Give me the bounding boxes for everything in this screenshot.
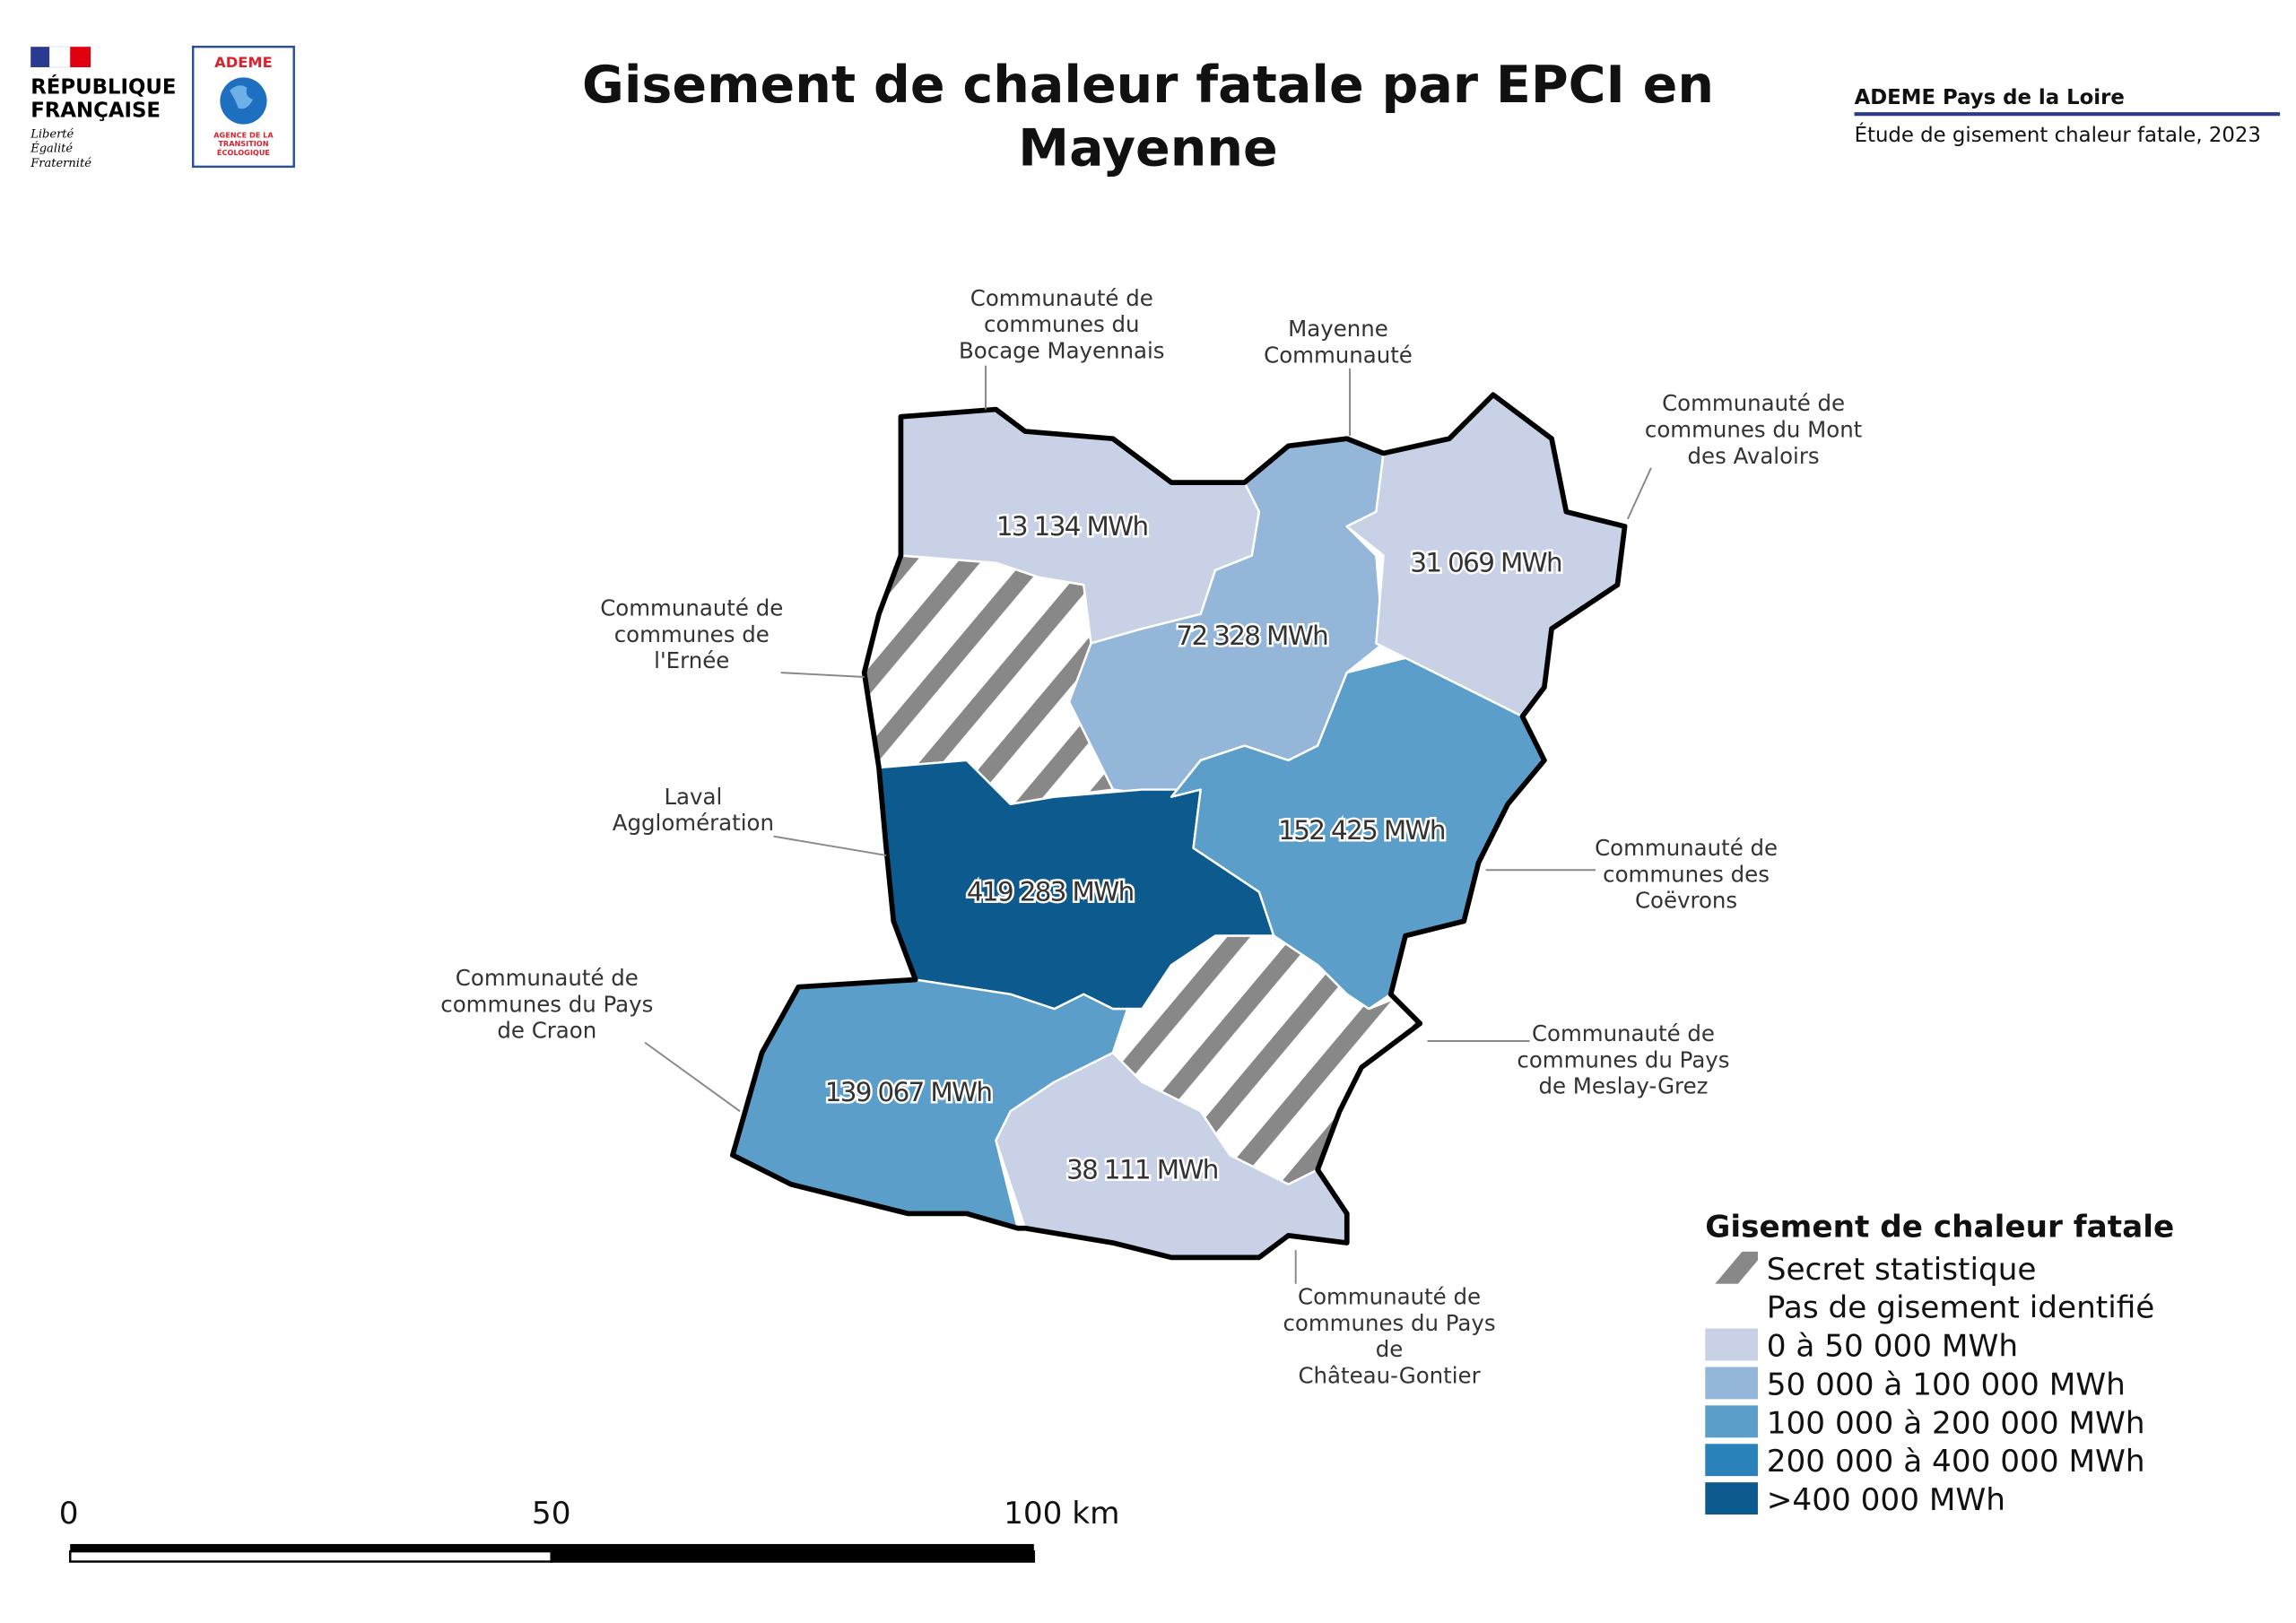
region-name: Communauté de — [1532, 1020, 1715, 1046]
region-name: communes du Pays — [1283, 1310, 1496, 1336]
legend: Gisement de chaleur fatale Secret statis… — [1705, 1210, 2174, 1518]
region-name: Communauté de — [970, 285, 1153, 311]
region-name: Communauté de — [456, 965, 639, 991]
legend-label: Secret statistique — [1767, 1252, 2037, 1288]
region-name: Agglomération — [613, 810, 774, 836]
leader-lines — [644, 365, 1652, 1284]
region-name: Communauté — [1264, 342, 1413, 368]
region-name: Communauté de — [1298, 1284, 1481, 1310]
legend-swatch — [1705, 1367, 1758, 1400]
region-name: de Craon — [497, 1018, 596, 1044]
region-name: Communauté de — [1662, 390, 1845, 416]
region-name: Coëvrons — [1635, 888, 1737, 914]
legend-label: 200 000 à 400 000 MWh — [1767, 1444, 2145, 1480]
region-name: Mayenne — [1288, 316, 1388, 342]
legend-label: 0 à 50 000 MWh — [1767, 1329, 2018, 1365]
region-name: de Meslay-Grez — [1538, 1073, 1708, 1099]
agency-subtitle: AGENCE DE LA — [213, 130, 274, 139]
region-name: communes du Pays — [1517, 1046, 1729, 1072]
leader-line — [1626, 467, 1652, 520]
region-name: des Avaloirs — [1688, 443, 1820, 469]
scale-label: 100 km — [1004, 1496, 1119, 1532]
region-name: communes du — [984, 311, 1140, 337]
legend-swatch — [1705, 1251, 1758, 1284]
region-name: Laval — [664, 784, 722, 810]
motto-line: Égalité — [30, 142, 73, 156]
title: Mayenne — [1018, 118, 1277, 178]
motto-line: Liberté — [30, 127, 74, 141]
region-value: 31 069 MWh — [1410, 548, 1561, 578]
region-name: de — [1376, 1336, 1404, 1362]
republic-line: RÉPUBLIQUE — [30, 74, 176, 99]
region-name: Communauté de — [600, 595, 783, 621]
region-name: Communauté de — [1595, 835, 1778, 861]
region-value: 419 283 MWh — [967, 876, 1134, 907]
region-value: 152 425 MWh — [1278, 815, 1445, 846]
legend-swatch — [1705, 1328, 1758, 1361]
leader-line — [773, 835, 887, 856]
legend-label: 50 000 à 100 000 MWh — [1767, 1367, 2126, 1402]
agency-logo: ADEME AGENCE DE LA TRANSITION ÉCOLOGIQUE — [191, 45, 295, 169]
legend-swatch — [1705, 1444, 1758, 1477]
region-name: l'Ernée — [654, 647, 729, 673]
source-organization: ADEME Pays de la Loire — [1855, 86, 2125, 109]
agency-subtitle: TRANSITION — [218, 139, 268, 148]
republic-line: FRANÇAISE — [30, 99, 161, 122]
region-value: 13 134 MWh — [996, 511, 1148, 542]
legend-label: >400 000 MWh — [1767, 1482, 2005, 1518]
source-study: Étude de gisement chaleur fatale, 2023 — [1855, 122, 2261, 147]
legend-label: Pas de gisement identifié — [1767, 1290, 2155, 1326]
republic-logo: RÉPUBLIQUE FRANÇAISE Liberté Égalité Fra… — [30, 46, 177, 170]
title: Gisement de chaleur fatale par EPCI en — [582, 56, 1714, 115]
legend-swatch — [1705, 1289, 1758, 1323]
leader-line — [780, 672, 865, 678]
regions — [730, 392, 1628, 1261]
region-name: communes des — [1603, 861, 1770, 887]
region-value: 38 111 MWh — [1066, 1154, 1218, 1185]
leader-line — [644, 1041, 741, 1113]
scale-label: 0 — [59, 1496, 79, 1532]
motto-line: Fraternité — [30, 157, 91, 170]
region-name: Château-Gontier — [1298, 1363, 1481, 1389]
region-name: communes du Mont — [1645, 417, 1862, 443]
department-outline — [730, 392, 1628, 1261]
agency-subtitle: ÉCOLOGIQUE — [217, 147, 270, 157]
legend-swatch — [1705, 1405, 1758, 1438]
legend-swatch — [1705, 1482, 1758, 1515]
agency-name: ADEME — [214, 54, 273, 71]
scale-bar: 0 50 100 km — [59, 1496, 1119, 1563]
legend-title: Gisement de chaleur fatale — [1705, 1210, 2174, 1245]
region-name: communes de — [614, 621, 770, 647]
region-value: 72 328 MWh — [1176, 621, 1327, 651]
legend-label: 100 000 à 200 000 MWh — [1767, 1405, 2145, 1441]
scale-bar-segment — [550, 1549, 1036, 1563]
scale-bar-segment — [69, 1549, 552, 1563]
region-name: communes du Pays — [440, 991, 653, 1017]
scale-bar-top — [70, 1543, 1034, 1552]
region-name: Bocage Mayennais — [959, 338, 1164, 364]
scale-label: 50 — [532, 1496, 571, 1532]
region-value: 139 067 MWh — [825, 1077, 992, 1107]
